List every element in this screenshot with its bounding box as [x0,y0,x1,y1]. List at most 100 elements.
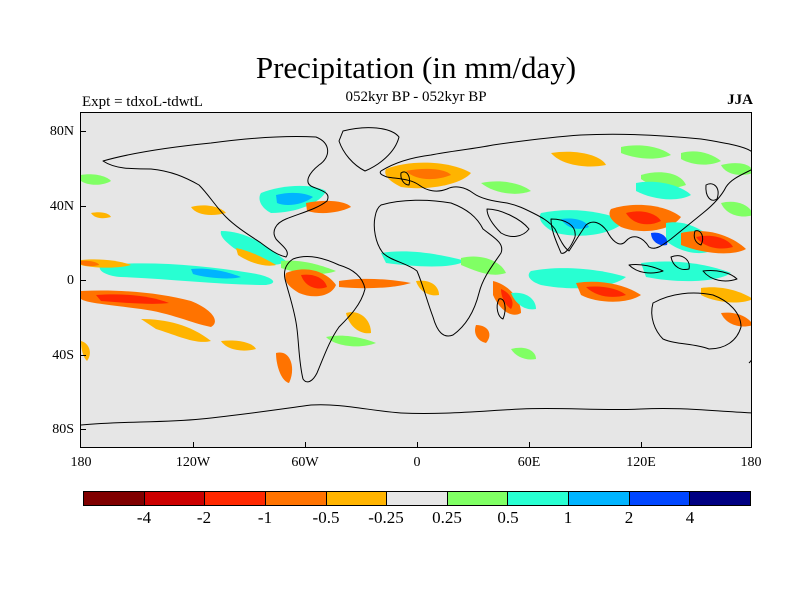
map-title: Precipitation (in mm/day) [255,50,577,85]
lon-label-0: 0 [413,455,421,470]
anomaly-positive [191,268,241,279]
philippines-coast [693,230,704,246]
anomaly-negative [236,248,276,266]
color-bar-box [629,492,691,505]
new-zealand-coast [748,359,751,364]
lon-label-60w: 60W [291,455,319,470]
anomaly-positive [721,201,751,217]
tick [80,280,86,281]
lon-label-180e: 180 [740,455,762,470]
anomaly-positive [99,263,274,285]
color-bar-label: -1 [257,508,273,527]
australia-coast [651,292,742,350]
color-bar-box [569,492,630,505]
south-america-coast [284,256,366,383]
color-bar-label: 0.25 [432,508,462,527]
tick [80,429,86,430]
color-bar-label: 2 [624,508,634,527]
anomaly-positive [561,218,589,229]
lon-label-180w: 180 [70,455,92,470]
anomaly-negative [696,235,733,249]
anomaly-positive [651,232,668,246]
map-panel [80,112,752,448]
precipitation-map [81,113,751,447]
anomaly-positive [461,256,506,275]
experiment-label: Expt = tdxoL-tdwtL [82,94,203,110]
new-guinea-coast [702,270,738,282]
anomaly-negative [81,341,90,361]
anomaly-positive [326,335,376,347]
anomaly-negative [721,312,751,327]
color-bar-box [205,492,266,505]
map-subtitle: 052kyr BP - 052kyr BP [345,89,487,105]
season-label: JJA [727,92,753,108]
lat-label-80n: 80N [49,124,74,139]
lon-label-60e: 60E [517,455,541,470]
color-bar-label: -2 [196,508,212,527]
tick [417,442,418,448]
coastlines [81,127,751,426]
anomaly-negative [276,352,293,383]
anomaly-negative [96,294,169,304]
color-bar-box [144,492,206,505]
anomaly-negative [475,325,490,343]
anomaly-positive [721,163,751,175]
color-bar-box [690,492,751,505]
japan-coast [705,183,719,201]
anomaly-negative [501,289,513,309]
color-bar-label: 1 [563,508,573,527]
lat-label-80s: 80S [52,422,74,437]
anomaly-positive [636,181,691,200]
antarctica-coast [81,404,751,426]
madagascar-coast [496,298,506,320]
anomaly-positive [276,192,313,205]
africa-coast [373,199,503,337]
anomaly-negative [301,274,327,289]
arabia-coast [486,208,530,237]
borneo-coast [670,255,690,270]
color-bar [83,491,751,506]
indonesia-coast [628,264,664,274]
anomaly-positive [220,231,286,265]
color-bar-box [447,492,509,505]
color-bar-label: -0.25 [368,508,404,527]
anomaly-negative [551,151,606,167]
tick [80,355,86,356]
greenland-coast [338,127,400,172]
color-bar-box [326,492,388,505]
anomaly-negative [339,278,411,289]
lat-label-40n: 40N [49,199,74,214]
anomaly-positive [481,181,531,194]
anomaly-negative [406,168,451,180]
anomaly-negative [701,287,751,303]
lat-label-0: 0 [67,273,74,288]
anomaly-negative [221,340,256,351]
color-bar-label: -4 [136,508,152,527]
anomaly-negative [306,200,351,214]
color-bar-label: -0.5 [312,508,340,527]
tick [529,442,530,448]
anomaly-negative [626,211,661,225]
anomaly-negative [91,212,111,219]
eurasia-coast [379,133,751,252]
anomaly-negative [141,319,211,342]
north-america-coast [102,135,329,258]
color-bar-box [265,492,327,505]
anomaly-positive [81,174,111,185]
lat-label-40s: 40S [52,348,74,363]
anomaly-negative [346,312,371,334]
lon-label-120w: 120W [175,455,211,470]
color-bar-box [84,492,145,505]
tick [305,442,306,448]
india-coast [550,218,576,254]
anomaly-positive [511,347,536,360]
color-bar-box [508,492,570,505]
color-bar-label: 0.5 [497,508,519,527]
color-bar-label: 4 [685,508,695,527]
tick [193,442,194,448]
color-bar-box [387,492,448,505]
tick [641,442,642,448]
anomaly-positive [511,292,536,310]
anomaly-positive [681,151,721,165]
anomaly-negative [81,260,99,267]
